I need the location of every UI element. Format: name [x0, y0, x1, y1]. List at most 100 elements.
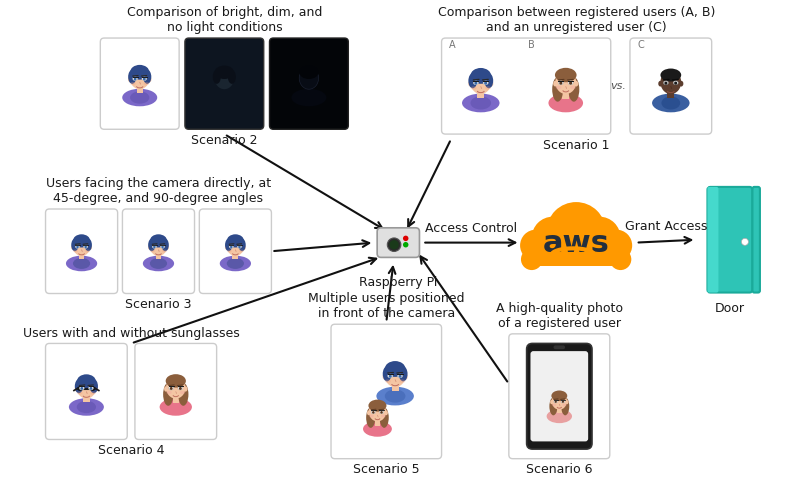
Ellipse shape — [166, 374, 186, 388]
Ellipse shape — [551, 391, 567, 401]
Ellipse shape — [468, 73, 477, 88]
Ellipse shape — [73, 258, 90, 269]
Circle shape — [674, 82, 678, 84]
Text: Scenario 6: Scenario 6 — [526, 464, 593, 477]
Ellipse shape — [483, 81, 488, 85]
Ellipse shape — [242, 245, 246, 250]
Text: aws: aws — [542, 230, 610, 258]
Ellipse shape — [71, 245, 74, 250]
FancyBboxPatch shape — [199, 209, 271, 294]
FancyBboxPatch shape — [185, 38, 264, 129]
Ellipse shape — [143, 255, 174, 271]
Circle shape — [546, 202, 606, 261]
Circle shape — [153, 246, 156, 248]
Ellipse shape — [130, 82, 136, 85]
Ellipse shape — [75, 245, 80, 248]
Circle shape — [390, 240, 398, 249]
Circle shape — [80, 387, 83, 390]
Circle shape — [179, 387, 182, 390]
Ellipse shape — [147, 77, 151, 82]
Ellipse shape — [130, 67, 150, 89]
Ellipse shape — [566, 400, 569, 404]
Ellipse shape — [398, 374, 402, 378]
Ellipse shape — [384, 411, 388, 415]
Text: Scenario 4: Scenario 4 — [98, 444, 164, 457]
Circle shape — [559, 82, 562, 84]
Circle shape — [569, 82, 572, 84]
Ellipse shape — [489, 81, 494, 86]
Ellipse shape — [673, 81, 678, 85]
Ellipse shape — [90, 387, 95, 390]
Text: Raspberry Pi: Raspberry Pi — [359, 276, 438, 289]
Circle shape — [76, 246, 79, 248]
Ellipse shape — [75, 379, 83, 393]
Ellipse shape — [574, 81, 578, 86]
Ellipse shape — [363, 421, 392, 437]
Ellipse shape — [166, 377, 186, 399]
Text: vs.: vs. — [610, 81, 626, 91]
Ellipse shape — [366, 408, 375, 428]
Ellipse shape — [152, 245, 157, 248]
Bar — [155, 253, 162, 259]
Ellipse shape — [229, 245, 234, 248]
Ellipse shape — [169, 386, 174, 390]
Circle shape — [664, 82, 667, 84]
Ellipse shape — [558, 81, 563, 85]
Ellipse shape — [470, 86, 477, 90]
Ellipse shape — [550, 400, 554, 404]
Bar — [557, 408, 562, 414]
Ellipse shape — [150, 234, 167, 248]
Ellipse shape — [369, 402, 386, 421]
Circle shape — [562, 401, 564, 403]
Ellipse shape — [77, 401, 96, 413]
Ellipse shape — [148, 245, 152, 250]
Ellipse shape — [474, 81, 478, 85]
Circle shape — [170, 387, 173, 390]
Ellipse shape — [385, 390, 406, 403]
Text: Multiple users positioned
in front of the camera: Multiple users positioned in front of th… — [308, 292, 465, 321]
FancyBboxPatch shape — [270, 38, 348, 129]
FancyBboxPatch shape — [377, 228, 419, 257]
Ellipse shape — [178, 386, 182, 390]
Text: Scenario 3: Scenario 3 — [126, 298, 192, 311]
FancyBboxPatch shape — [442, 38, 610, 134]
Ellipse shape — [228, 70, 236, 84]
Ellipse shape — [239, 249, 244, 252]
Ellipse shape — [178, 383, 189, 406]
Bar — [667, 91, 674, 98]
Ellipse shape — [556, 85, 562, 89]
Ellipse shape — [385, 363, 406, 387]
FancyBboxPatch shape — [46, 343, 127, 439]
FancyBboxPatch shape — [46, 209, 118, 294]
Ellipse shape — [150, 258, 167, 269]
Ellipse shape — [226, 258, 244, 269]
Text: Users with and without sunglasses: Users with and without sunglasses — [22, 327, 239, 339]
Bar — [78, 253, 85, 259]
Ellipse shape — [128, 70, 136, 84]
Ellipse shape — [470, 71, 491, 94]
Ellipse shape — [166, 245, 169, 250]
Ellipse shape — [89, 386, 94, 390]
Circle shape — [380, 411, 383, 414]
Ellipse shape — [470, 68, 491, 84]
Ellipse shape — [225, 239, 232, 251]
Bar — [562, 91, 570, 99]
FancyBboxPatch shape — [707, 187, 718, 293]
Ellipse shape — [555, 68, 577, 82]
Ellipse shape — [468, 81, 473, 86]
Ellipse shape — [79, 386, 84, 390]
Circle shape — [389, 375, 392, 378]
Ellipse shape — [150, 249, 155, 252]
Ellipse shape — [90, 379, 98, 393]
Ellipse shape — [385, 379, 391, 383]
Ellipse shape — [376, 387, 414, 406]
Ellipse shape — [658, 81, 662, 86]
Text: C: C — [638, 40, 645, 50]
FancyBboxPatch shape — [331, 324, 442, 459]
Bar — [526, 247, 627, 266]
Circle shape — [238, 246, 241, 248]
Ellipse shape — [77, 391, 82, 395]
Circle shape — [520, 230, 552, 261]
FancyBboxPatch shape — [530, 351, 588, 441]
FancyBboxPatch shape — [122, 209, 194, 294]
